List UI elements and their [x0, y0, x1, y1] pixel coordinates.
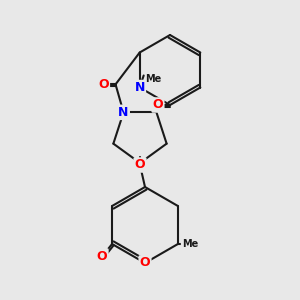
- Text: Me: Me: [182, 239, 198, 249]
- Text: O: O: [97, 250, 107, 262]
- Text: Me: Me: [145, 74, 161, 83]
- Text: O: O: [140, 256, 150, 269]
- Text: N: N: [134, 81, 145, 94]
- Text: O: O: [98, 78, 109, 91]
- Text: O: O: [135, 158, 145, 172]
- Text: O: O: [153, 98, 163, 112]
- Text: N: N: [118, 106, 129, 119]
